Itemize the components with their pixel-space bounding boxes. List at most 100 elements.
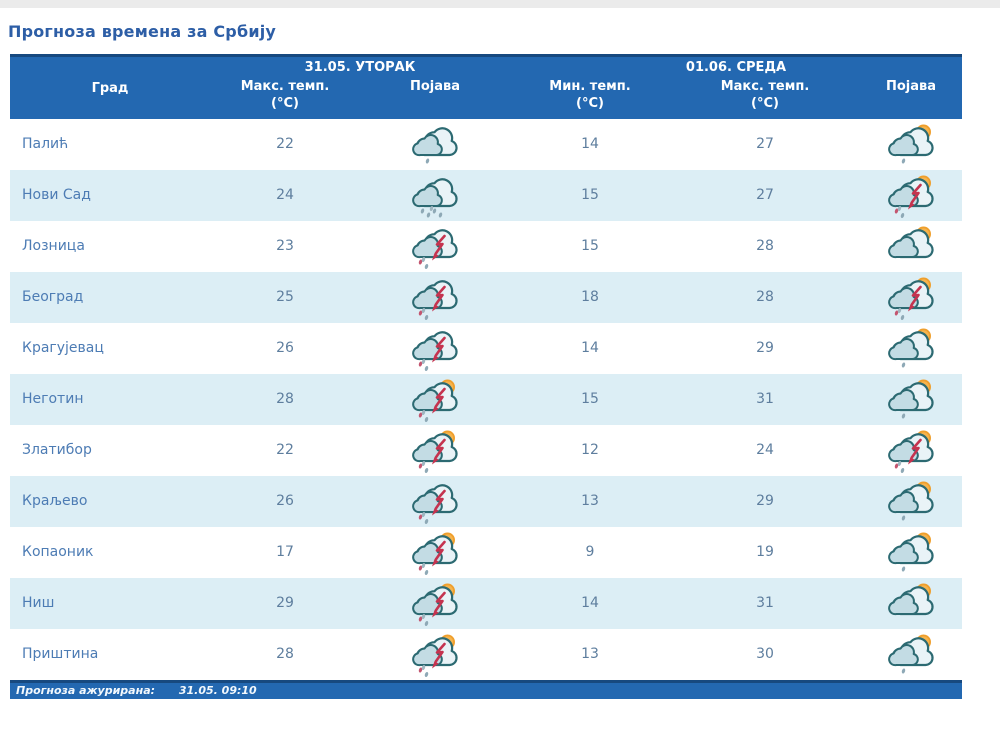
sun-cloud-drizzle-icon — [887, 379, 934, 419]
day1-phenomenon-cell — [360, 526, 510, 578]
day2-phenomenon-cell — [860, 373, 963, 425]
unit-label: (°C) — [576, 96, 604, 112]
update-status-bar: Прогноза ажурирана: 31.05. 09:10 — [10, 679, 962, 699]
sun-cloud-drizzle-icon — [887, 532, 934, 572]
thunderstorm-icon — [411, 229, 458, 269]
thunderstorm-icon — [411, 280, 458, 320]
min-temp-label: Мин. темп. — [549, 78, 631, 94]
day2-phenomenon-cell — [860, 322, 963, 374]
table-row: Београд 25 18 28 — [10, 271, 963, 323]
forecast-table-body: Палић 22 14 27 Нови Сад 24 15 27 Лозница 23 1… — [10, 118, 963, 680]
sun-cloud-drizzle-icon — [887, 328, 934, 368]
page-top-strip — [0, 0, 1000, 8]
day1-max-temp: 24 — [210, 169, 360, 221]
day1-max-temp: 17 — [210, 526, 360, 578]
column-header-day1-max-temp: Макс. темп. (°C) — [210, 76, 360, 119]
day1-max-temp: 23 — [210, 220, 360, 272]
thunderstorm-icon — [411, 331, 458, 371]
thunderstorm-sun-icon — [887, 277, 934, 320]
thunderstorm-sun-icon — [887, 430, 934, 473]
table-row: Палић 22 14 27 — [10, 118, 963, 170]
city-name: Ниш — [10, 577, 210, 629]
sun-cloud-drizzle-icon — [887, 634, 934, 674]
day1-max-temp: 25 — [210, 271, 360, 323]
day1-phenomenon-cell — [360, 475, 510, 527]
column-header-day2-min-temp: Мин. темп. (°C) — [510, 76, 670, 119]
day1-phenomenon-cell — [360, 373, 510, 425]
day2-max-temp: 28 — [670, 271, 860, 323]
day2-min-temp: 13 — [510, 475, 670, 527]
day2-min-temp: 13 — [510, 628, 670, 680]
day2-phenomenon-cell — [860, 526, 963, 578]
day1-max-temp: 28 — [210, 628, 360, 680]
day1-phenomenon-cell — [360, 118, 510, 170]
unit-label: (°C) — [271, 96, 299, 112]
city-name: Београд — [10, 271, 210, 323]
day2-phenomenon-cell — [860, 577, 963, 629]
day2-phenomenon-cell — [860, 475, 963, 527]
city-name: Копаоник — [10, 526, 210, 578]
table-row: Неготин 28 15 31 — [10, 373, 963, 425]
day2-min-temp: 14 — [510, 118, 670, 170]
day2-max-temp: 24 — [670, 424, 860, 476]
table-row: Крагујевац 26 14 29 — [10, 322, 963, 374]
max-temp-label: Макс. темп. — [720, 78, 810, 94]
city-name: Краљево — [10, 475, 210, 527]
day1-phenomenon-cell — [360, 577, 510, 629]
day1-max-temp: 22 — [210, 424, 360, 476]
city-name: Крагујевац — [10, 322, 210, 374]
page-title: Прогноза времена за Србију — [8, 22, 277, 41]
day2-phenomenon-cell — [860, 169, 963, 221]
day-group-tuesday: 31.05. УТОРАК — [210, 54, 510, 77]
city-name: Палић — [10, 118, 210, 170]
sun-cloud-icon — [887, 226, 934, 259]
day2-phenomenon-cell — [860, 628, 963, 680]
city-name: Неготин — [10, 373, 210, 425]
day2-max-temp: 29 — [670, 475, 860, 527]
max-temp-label: Макс. темп. — [240, 78, 330, 94]
cloud-drizzle-icon — [411, 127, 458, 164]
thunderstorm-sun-icon — [411, 379, 458, 422]
day2-phenomenon-cell — [860, 118, 963, 170]
column-header-day2-phenomenon: Појава — [860, 76, 963, 119]
day1-phenomenon-cell — [360, 169, 510, 221]
day2-max-temp: 19 — [670, 526, 860, 578]
day2-max-temp: 31 — [670, 373, 860, 425]
city-name: Нови Сад — [10, 169, 210, 221]
update-label: Прогноза ажурирана: — [16, 683, 156, 697]
day2-min-temp: 9 — [510, 526, 670, 578]
day2-min-temp: 14 — [510, 322, 670, 374]
day2-phenomenon-cell — [860, 424, 963, 476]
day2-max-temp: 31 — [670, 577, 860, 629]
day2-phenomenon-cell — [860, 220, 963, 272]
day2-max-temp: 30 — [670, 628, 860, 680]
day2-max-temp: 29 — [670, 322, 860, 374]
day-group-wednesday: 01.06. СРЕДА — [510, 54, 963, 77]
day1-max-temp: 29 — [210, 577, 360, 629]
day2-max-temp: 27 — [670, 169, 860, 221]
sun-cloud-icon — [887, 583, 934, 616]
unit-label: (°C) — [751, 96, 779, 112]
thunderstorm-sun-icon — [411, 430, 458, 473]
city-name: Приштина — [10, 628, 210, 680]
forecast-page: Прогноза времена за Србију Град 31.05. У… — [0, 22, 1000, 699]
day2-min-temp: 12 — [510, 424, 670, 476]
day1-max-temp: 28 — [210, 373, 360, 425]
day1-phenomenon-cell — [360, 220, 510, 272]
sun-cloud-drizzle-icon — [887, 481, 934, 521]
column-header-day2-max-temp: Макс. темп. (°C) — [670, 76, 860, 119]
column-header-city: Град — [10, 54, 210, 119]
day2-min-temp: 15 — [510, 220, 670, 272]
day1-max-temp: 26 — [210, 475, 360, 527]
city-name: Златибор — [10, 424, 210, 476]
thunderstorm-sun-icon — [411, 634, 458, 677]
forecast-table: Град 31.05. УТОРАК 01.06. СРЕДА Макс. те… — [10, 54, 963, 699]
table-row: Копаоник 17 9 19 — [10, 526, 963, 578]
cloud-rain-icon — [411, 178, 458, 218]
day1-phenomenon-cell — [360, 424, 510, 476]
day2-min-temp: 15 — [510, 373, 670, 425]
city-name: Лозница — [10, 220, 210, 272]
table-row: Златибор 22 12 24 — [10, 424, 963, 476]
table-row: Приштина 28 13 30 — [10, 628, 963, 680]
sun-cloud-drizzle-icon — [887, 124, 934, 164]
